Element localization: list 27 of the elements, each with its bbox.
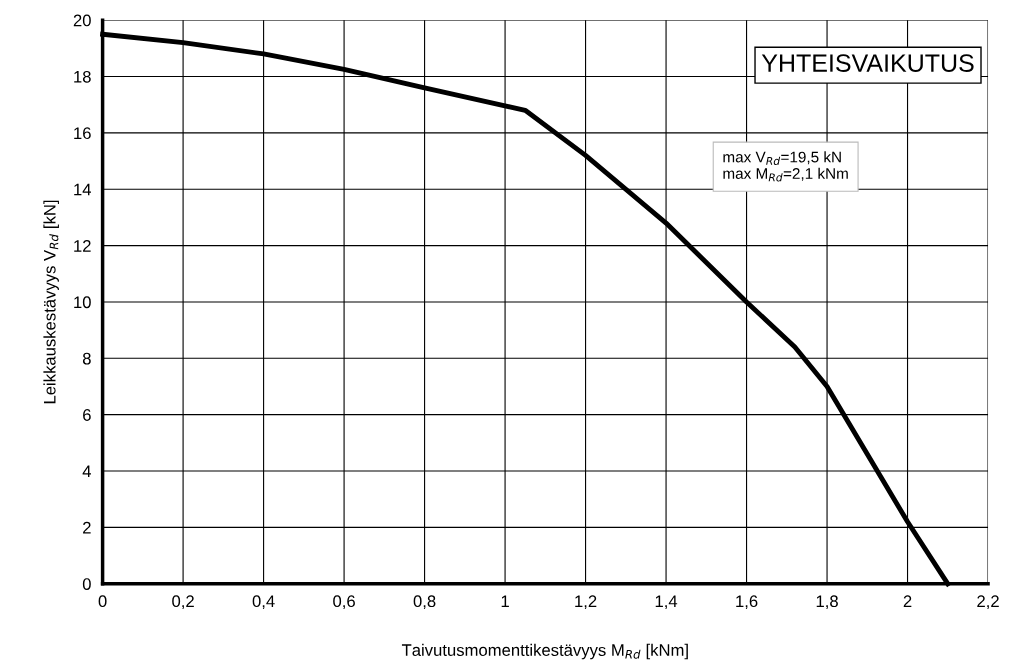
y-tick-label: 12: [74, 239, 91, 252]
x-tick-label: 2,2: [977, 595, 999, 610]
y-axis-title: Leikkauskestävyys V$_{Rd}$ [kN]: [43, 200, 59, 404]
x-tick-label: 1,8: [816, 595, 838, 610]
annotation: YHTEISVAIKUTUS: [761, 54, 974, 72]
y-tick-label: 18: [74, 70, 91, 83]
x-tick-label: 0: [98, 595, 107, 608]
x-tick-label: 1: [501, 595, 509, 607]
annotation: max V$_{Rd}$=19,5 kN max M$_{Rd}$=2,1 kNm: [723, 151, 848, 182]
x-tick-label: 1,4: [655, 595, 678, 610]
y-tick-label: 0: [82, 578, 91, 590]
x-tick-label: 1,6: [736, 595, 758, 610]
y-tick-label: 14: [74, 183, 91, 196]
x-axis-title: Taivutusmomenttikestävyys M$_{Rd}$ [kNm]: [401, 643, 688, 660]
x-tick-label: 2: [903, 595, 912, 607]
x-tick-label: 0,6: [333, 595, 355, 610]
x-tick-label: 0,8: [413, 595, 436, 610]
x-tick-label: 1,2: [575, 595, 597, 610]
y-tick-label: 10: [74, 296, 91, 309]
y-tick-label: 20: [73, 14, 91, 27]
y-tick-label: 2: [83, 521, 91, 534]
y-tick-label: 6: [83, 409, 91, 421]
x-tick-label: 0,2: [172, 595, 194, 610]
y-tick-label: 8: [82, 352, 91, 365]
y-tick-label: 4: [82, 465, 91, 478]
y-tick-label: 16: [74, 127, 91, 140]
x-tick-label: 0,4: [252, 595, 275, 610]
